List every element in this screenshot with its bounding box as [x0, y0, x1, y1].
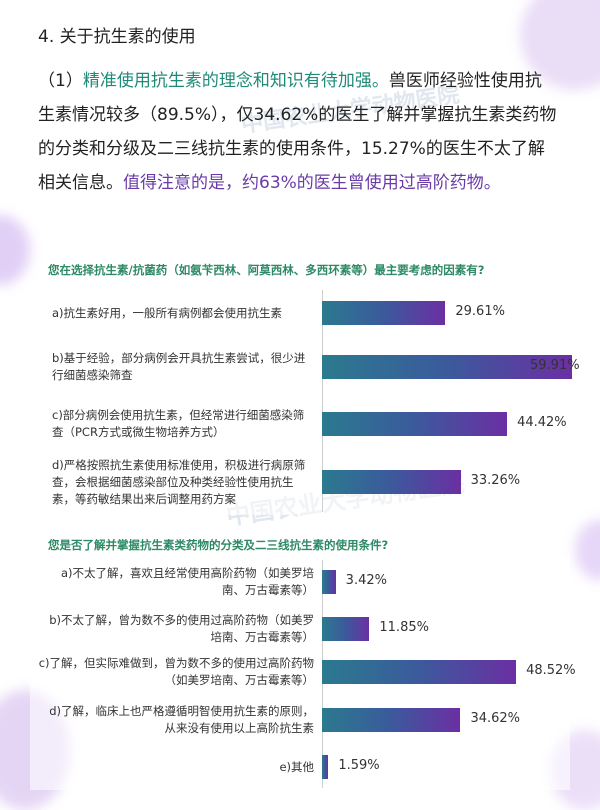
chart1-area [30, 285, 570, 515]
category-label: a)抗生素好用，一般所有病例都会使用抗生素 [52, 305, 283, 320]
paragraph-body: 兽医师经验性使用抗生素情况较多（89.5%），仅34.62%的医生了解并掌握抗生… [38, 71, 557, 193]
bar [322, 660, 517, 684]
value-label: 3.42% [345, 573, 387, 588]
bar [322, 570, 336, 594]
category-label: c)了解，但实际难做到，曾为数不多的使用过高阶药物（如美罗培南、万古霉素等） [38, 656, 314, 687]
category-label: b)不太了解，曾为数不多的使用过高阶药物（如美罗培南、万古霉素等） [49, 613, 314, 644]
value-label: 1.59% [338, 758, 380, 773]
value-label: 48.52% [526, 663, 576, 678]
chart1-question: 您在选择抗生素/抗菌药（如氨苄西林、阿莫西林、多西环素等）最主要考虑的因素有? [48, 263, 485, 277]
bar [322, 301, 446, 325]
category-label: e)其他 [279, 759, 314, 774]
bg-decoration-right-mid [575, 520, 600, 580]
category-label: d)严格按照抗生素使用标准使用，积极进行病原筛查，会根据细菌感染部位及种类经验性… [52, 457, 306, 506]
value-label: 29.61% [455, 304, 505, 319]
category-label: b)基于经验，部分病例会开具抗生素尝试，很少进行细菌感染筛查 [52, 351, 306, 382]
value-label: 44.42% [517, 415, 567, 430]
paragraph-highlight-2: 值得注意的是，约63%的医生曾使用过高阶药物。 [123, 173, 501, 193]
section-title: 4. 关于抗生素的使用 [38, 27, 196, 47]
bar [322, 412, 508, 436]
bar [322, 708, 461, 732]
intro-paragraph: （1）精准使用抗生素的理念和知识有待加强。兽医师经验性使用抗生素情况较多（89.… [38, 64, 558, 200]
category-label: d)了解，临床上也严格遵循明智使用抗生素的原则，从来没有使用以上高阶抗生素 [49, 704, 314, 735]
paragraph-highlight-1: 精准使用抗生素的理念和知识有待加强。 [82, 71, 389, 91]
bar [322, 617, 370, 641]
chart2-question: 您是否了解并掌握抗生素类药物的分类及二三线抗生素的使用条件? [48, 538, 389, 552]
bar [322, 470, 461, 494]
bar [322, 355, 572, 379]
value-label: 59.91% [530, 358, 580, 373]
bar [322, 755, 329, 779]
value-label: 11.85% [379, 620, 429, 635]
value-label: 34.62% [470, 711, 521, 726]
bg-decoration-left [0, 215, 30, 285]
category-label: a)不太了解，喜欢且经常使用高阶药物（如美罗培南、万古霉素等） [60, 566, 314, 597]
category-label: c)部分病例会使用抗生素，但经常进行细菌感染筛查（PCR方式或微生物培养方式） [52, 408, 305, 439]
value-label: 33.26% [470, 473, 521, 488]
paragraph-prefix: （1） [38, 71, 83, 91]
chart-axis [322, 290, 323, 512]
